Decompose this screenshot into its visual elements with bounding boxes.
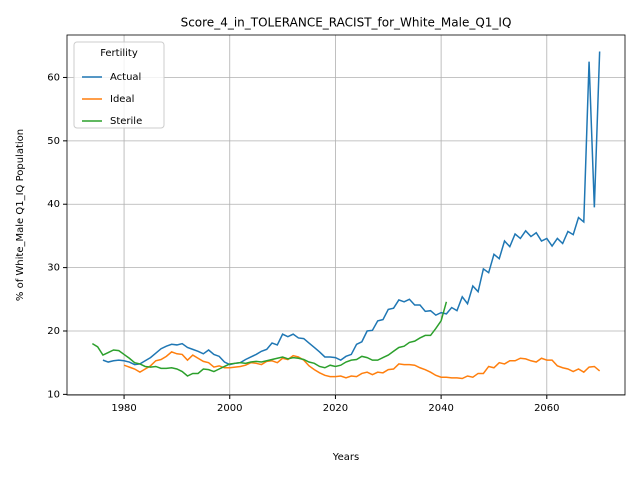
legend-label: Actual — [110, 72, 141, 83]
y-tick-label: 50 — [47, 136, 60, 147]
y-axis-label: % of White_Male Q1_IQ Population — [15, 129, 26, 301]
x-tick-label: 2020 — [323, 403, 348, 414]
legend-label: Sterile — [110, 116, 142, 127]
y-tick-label: 30 — [47, 263, 60, 274]
line-series — [123, 351, 601, 380]
plot-frame — [66, 34, 626, 396]
y-tick-label: 20 — [47, 326, 60, 337]
x-tick-label: 2040 — [428, 403, 453, 414]
line-series — [91, 301, 448, 377]
legend-title: Fertility — [100, 48, 138, 59]
x-axis-label: Years — [332, 452, 359, 463]
legend-label: Ideal — [110, 94, 134, 105]
x-tick-label: 1980 — [111, 403, 136, 414]
x-tick-label: 2060 — [534, 403, 559, 414]
legend-box — [73, 41, 165, 129]
chart-title: Score_4_in_TOLERANCE_RACIST_for_White_Ma… — [181, 16, 512, 30]
y-tick-label: 60 — [47, 72, 60, 83]
y-tick-label: 10 — [47, 389, 60, 400]
line-series — [102, 51, 601, 366]
x-tick-label: 2000 — [217, 403, 242, 414]
y-tick-label: 40 — [47, 199, 60, 210]
